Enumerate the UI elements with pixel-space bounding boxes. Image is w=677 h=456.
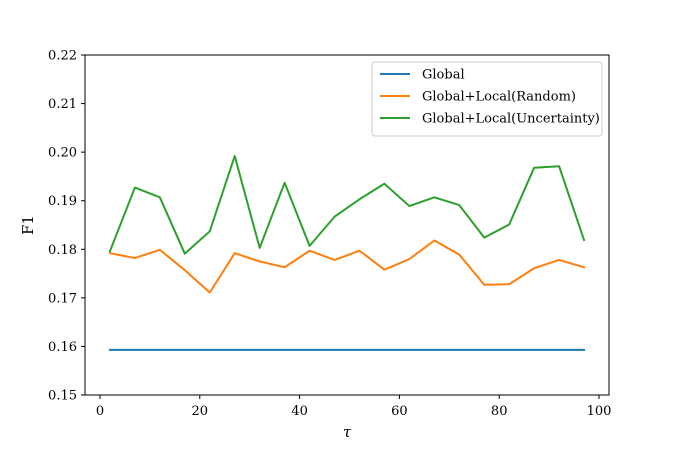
y-tick-label: 0.19 xyxy=(48,194,77,209)
series-line-3 xyxy=(108,155,586,255)
x-tick-label: 80 xyxy=(491,404,508,419)
y-axis-label: F1 xyxy=(19,215,37,235)
y-tick-label: 0.16 xyxy=(48,340,77,355)
series-layer xyxy=(108,155,586,351)
legend-box xyxy=(371,61,603,137)
axes-frame xyxy=(84,54,610,396)
x-tick-label: 0 xyxy=(96,404,104,419)
x-tick-label: 40 xyxy=(291,404,308,419)
y-tick-label: 0.17 xyxy=(48,291,77,306)
axes-layer: 0 20 40 60 80 100 0.15 0.16 0.17 0.18 0.19 0.20 0.21… xyxy=(48,49,611,420)
y-tick-label: 0.20 xyxy=(48,146,77,161)
legend: Global Global+Local(Random) Global+Local(U… xyxy=(371,61,603,137)
y-tick-label: 0.22 xyxy=(48,49,77,64)
series-line-2 xyxy=(108,239,586,294)
x-tick-label: 100 xyxy=(587,404,612,419)
x-tick-label: 20 xyxy=(192,404,209,419)
legend-label-2: Global+Local(Random) xyxy=(422,90,576,105)
x-axis-label: τ xyxy=(343,423,352,441)
y-tick-label: 0.21 xyxy=(48,97,77,112)
y-tick-label: 0.15 xyxy=(48,389,77,404)
legend-label-3: Global+Local(Uncertainty) xyxy=(422,112,600,127)
legend-label-1: Global xyxy=(422,68,465,83)
y-tick-label: 0.18 xyxy=(48,243,77,258)
x-tick-label: 60 xyxy=(391,404,408,419)
